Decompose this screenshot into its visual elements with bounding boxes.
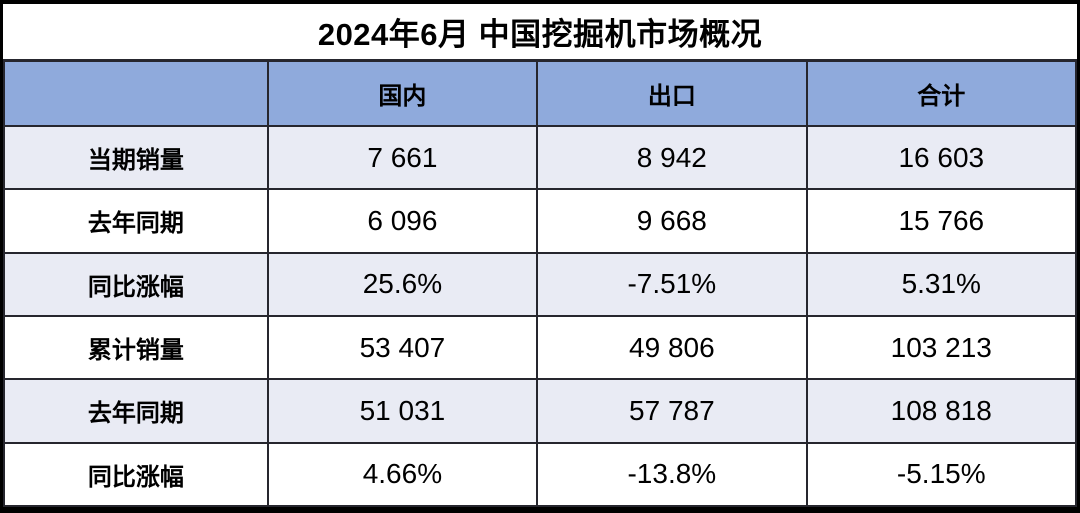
table-cell: 53 407 [266, 314, 539, 381]
table-cell: 57 787 [536, 378, 808, 444]
table-cell: 49 806 [536, 314, 808, 381]
row-label: 同比涨幅 [3, 251, 269, 317]
table-cell: 7 661 [266, 124, 539, 191]
table-cell: 4.66% [266, 441, 539, 508]
table-row-4: 去年同期 51 031 57 787 108 818 [3, 378, 1078, 444]
table-title: 2024年6月 中国挖掘机市场概况 [317, 17, 763, 52]
column-header-2: 出口 [536, 59, 808, 127]
row-label: 同比涨幅 [3, 441, 269, 508]
table-row-1: 去年同期 6 096 9 668 15 766 [3, 188, 1078, 254]
table-row-2: 同比涨幅 25.6% -7.51% 5.31% [3, 251, 1078, 317]
table-cell: -13.8% [536, 441, 808, 508]
table-cell: 8 942 [536, 124, 808, 191]
corner-header-cell [3, 59, 269, 127]
table-cell: 103 213 [805, 314, 1078, 381]
column-header-3: 合计 [805, 59, 1078, 127]
row-label: 去年同期 [3, 188, 269, 254]
table-cell: 108 818 [805, 378, 1078, 444]
market-data-table: 国内 出口 合计 当期销量 7 661 8 942 16 603 去年同期 6 096 9 66… [3, 59, 1078, 508]
table-cell: -7.51% [536, 251, 808, 317]
table-cell: 9 668 [536, 188, 808, 254]
row-label: 当期销量 [3, 124, 269, 191]
table-row-3: 累计销量 53 407 49 806 103 213 [3, 314, 1078, 381]
table-row-5: 同比涨幅 4.66% -13.8% -5.15% [3, 441, 1078, 508]
table-cell: 51 031 [266, 378, 539, 444]
table-cell: -5.15% [805, 441, 1078, 508]
table-cell: 5.31% [805, 251, 1078, 317]
table-cell: 16 603 [805, 124, 1078, 191]
table-cell: 6 096 [266, 188, 539, 254]
table-cell: 25.6% [266, 251, 539, 317]
header-row: 国内 出口 合计 [3, 59, 1078, 127]
column-header-1: 国内 [266, 59, 539, 127]
table-body: 当期销量 7 661 8 942 16 603 去年同期 6 096 9 668 15 766… [3, 124, 1078, 508]
row-label: 去年同期 [3, 378, 269, 444]
table-cell: 15 766 [805, 188, 1078, 254]
table-row-0: 当期销量 7 661 8 942 16 603 [3, 124, 1078, 191]
row-label: 累计销量 [3, 314, 269, 381]
